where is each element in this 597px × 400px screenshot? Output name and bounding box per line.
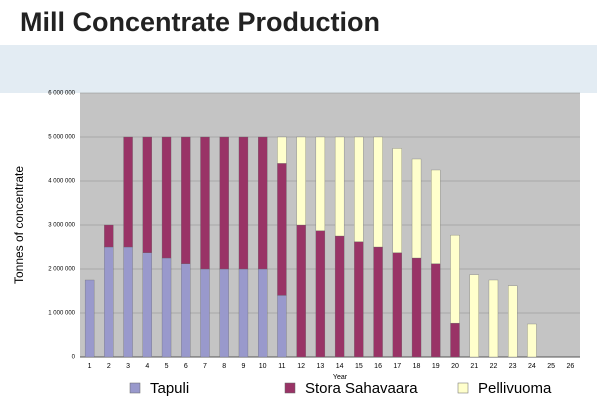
x-tick-label: 18 [413, 363, 421, 370]
legend-swatch [130, 383, 140, 393]
bar-segment [412, 258, 421, 357]
x-tick-label: 22 [490, 363, 498, 370]
bar-segment [431, 170, 440, 264]
y-tick-label: 4 000 000 [48, 179, 75, 185]
x-tick-label: 7 [203, 363, 207, 370]
x-tick-label: 2 [107, 363, 111, 370]
bar-segment [451, 235, 460, 323]
bar-segment [220, 137, 229, 269]
bar-segment [220, 269, 229, 357]
page: Mill Concentrate Production Tonnes of co… [0, 0, 597, 400]
bar-segment [277, 163, 286, 295]
legend-label: Stora Sahavaara [305, 380, 418, 397]
bar-segment [316, 231, 325, 357]
y-tick-label: 6 000 000 [48, 91, 75, 97]
bar-segment [354, 137, 363, 242]
x-tick-label: 10 [259, 363, 267, 370]
bar-segment [258, 269, 267, 357]
x-tick-label: 26 [566, 363, 574, 370]
bar-segment [85, 280, 94, 357]
x-tick-label: 5 [165, 363, 169, 370]
bar-segment [335, 236, 344, 357]
x-tick-label: 4 [145, 363, 149, 370]
bar-segment [277, 295, 286, 357]
x-tick-label: 16 [374, 363, 382, 370]
x-tick-label: 11 [278, 363, 285, 370]
chart: Mill Concentrate Production Tonnes of co… [0, 0, 597, 400]
bar-segment [297, 137, 306, 225]
x-tick-label: 25 [547, 363, 555, 370]
bar-segment [239, 269, 248, 357]
x-tick-label: 1 [88, 363, 92, 370]
y-tick-label: 5 000 000 [48, 135, 75, 141]
bar-segment [470, 275, 479, 357]
header-band [0, 45, 597, 93]
bar-segment [412, 159, 421, 258]
y-tick-label: 0 [72, 355, 76, 361]
x-tick-label: 12 [297, 363, 305, 370]
bar-segment [489, 280, 498, 357]
chart-title: Mill Concentrate Production [20, 7, 380, 37]
y-axis-label: Tonnes of concentrate [12, 166, 26, 284]
legend-label: Tapuli [150, 380, 189, 397]
bar-segment [201, 137, 210, 269]
x-tick-label: 14 [336, 363, 344, 370]
bar-segment [431, 264, 440, 357]
bar-segment [162, 137, 171, 258]
bar-segment [374, 247, 383, 357]
bar-segment [316, 137, 325, 231]
x-tick-label: 6 [184, 363, 188, 370]
bar-segment [508, 286, 517, 357]
bar-segment [239, 137, 248, 269]
bar-segment [162, 258, 171, 357]
x-tick-label: 23 [509, 363, 517, 370]
x-tick-label: 20 [451, 363, 459, 370]
bar-segment [374, 137, 383, 247]
bar-segment [181, 137, 190, 264]
x-tick-label: 24 [528, 363, 536, 370]
y-tick-label: 3 000 000 [48, 223, 75, 229]
x-tick-label: 17 [393, 363, 401, 370]
bar-segment [201, 269, 210, 357]
y-tick-label: 1 000 000 [48, 311, 75, 317]
bar-segment [297, 225, 306, 357]
x-tick-label: 9 [242, 363, 246, 370]
bar-segment [451, 323, 460, 357]
x-tick-label: 3 [126, 363, 130, 370]
x-tick-label: 13 [316, 363, 324, 370]
legend-swatch [458, 383, 468, 393]
bar-segment [258, 137, 267, 269]
x-tick-label: 19 [432, 363, 440, 370]
bar-segment [277, 137, 286, 163]
bar-segment [104, 225, 113, 247]
bar-segment [527, 324, 536, 357]
bar-segment [143, 253, 152, 357]
legend-label: Pellivuoma [478, 380, 552, 397]
bar-segment [393, 253, 402, 357]
x-tick-label: 8 [222, 363, 226, 370]
x-tick-label: 21 [470, 363, 478, 370]
y-tick-label: 2 000 000 [48, 267, 75, 273]
bar-segment [124, 247, 133, 357]
bar-segment [354, 242, 363, 357]
x-tick-label: 15 [355, 363, 363, 370]
bar-segment [393, 148, 402, 252]
legend-swatch [285, 383, 295, 393]
bar-segment [143, 137, 152, 253]
bar-segment [124, 137, 133, 247]
bar-segment [335, 137, 344, 236]
bar-segment [181, 264, 190, 357]
bar-segment [104, 247, 113, 357]
